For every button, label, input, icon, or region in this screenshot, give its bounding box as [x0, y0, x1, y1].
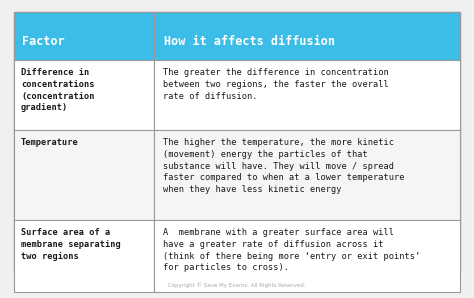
Bar — [14, 12, 460, 272]
Text: Temperature: Temperature — [21, 138, 79, 147]
Bar — [155, 12, 460, 60]
Bar — [14, 60, 155, 130]
Text: Difference in
concentrations
(concentration
gradient): Difference in concentrations (concentrat… — [21, 68, 94, 112]
Bar — [155, 60, 460, 130]
Text: The greater the difference in concentration
between two regions, the faster the : The greater the difference in concentrat… — [164, 68, 389, 101]
Bar — [14, 130, 155, 220]
Text: A  membrane with a greater surface area will
have a greater rate of diffusion ac: A membrane with a greater surface area w… — [164, 228, 421, 272]
Text: The higher the temperature, the more kinetic
(movement) energy the particles of : The higher the temperature, the more kin… — [164, 138, 405, 194]
Text: Copyright © Save My Exams. All Rights Reserved.: Copyright © Save My Exams. All Rights Re… — [168, 282, 306, 288]
Bar — [155, 220, 460, 292]
Text: How it affects diffusion: How it affects diffusion — [164, 35, 336, 48]
Bar — [155, 130, 460, 220]
Text: Surface area of a
membrane separating
two regions: Surface area of a membrane separating tw… — [21, 228, 121, 260]
Bar — [14, 12, 155, 60]
Bar — [14, 220, 155, 292]
Text: Factor: Factor — [22, 35, 65, 48]
